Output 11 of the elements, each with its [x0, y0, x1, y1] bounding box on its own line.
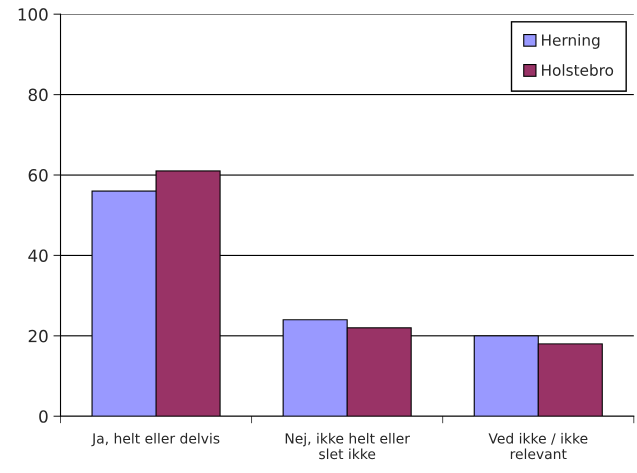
y-tick-label: 20 — [28, 330, 48, 342]
y-tick-label: 0 — [39, 410, 48, 423]
y-tick-label: 100 — [18, 8, 48, 21]
y-tick-label: 80 — [28, 88, 48, 102]
y-tick-label: 40 — [28, 249, 48, 262]
x-tick-label: Nej, ikke helt eller slet ikke — [286, 432, 410, 460]
legend-label: Herning — [542, 34, 600, 49]
legend-label: Holstebro — [542, 64, 614, 76]
y-tick-label: 60 — [28, 168, 48, 182]
x-tick-label: Ved ikke / ikke relevant — [488, 432, 588, 460]
x-tick-label: Ja, helt eller delvis — [91, 432, 220, 446]
